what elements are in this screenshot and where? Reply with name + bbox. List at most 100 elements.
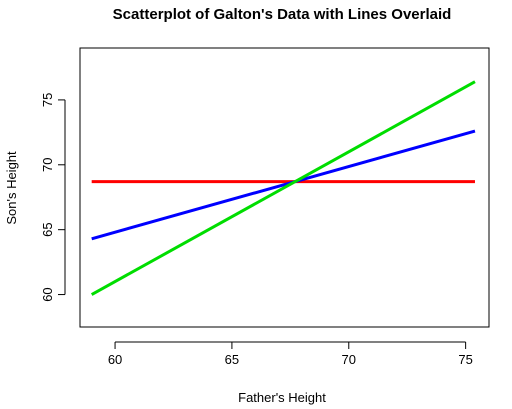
data-point [205,163,211,169]
data-point [217,231,223,237]
data-point [182,166,188,172]
data-point [346,129,352,135]
plot-area [79,47,490,328]
data-point [275,169,281,175]
data-point [287,241,293,247]
data-point [381,145,387,151]
data-point [287,210,293,216]
data-point [369,168,375,174]
data-point [287,149,293,155]
data-point [322,195,328,201]
data-point [311,86,317,92]
data-point [416,102,422,108]
data-point [462,93,468,99]
data-point [322,184,328,190]
data-point [264,167,270,173]
data-point [311,137,317,143]
data-point [322,118,328,124]
data-point [240,124,246,130]
data-point [88,242,94,248]
data-point [240,238,246,244]
data-point [240,126,246,132]
data-point [287,191,293,197]
data-point [275,159,281,165]
data-point [439,161,445,167]
data-point [357,200,363,206]
data-point [240,168,246,174]
data-point [287,188,293,194]
data-point [334,186,340,192]
data-point [194,183,200,189]
data-point [381,89,387,95]
data-point [299,145,305,151]
data-point [275,160,281,166]
data-point [264,209,270,215]
data-point [275,209,281,215]
data-point [275,202,281,208]
data-point [229,260,235,266]
data-point [416,128,422,134]
data-point [462,166,468,172]
data-point [182,220,188,226]
data-point [357,137,363,143]
data-point [299,116,305,122]
data-point [346,125,352,131]
data-point [229,201,235,207]
data-point [287,194,293,200]
data-point [299,127,305,133]
data-point [170,199,176,205]
data-point [381,160,387,166]
lines-layer [90,80,476,296]
data-point [275,130,281,136]
data-point [205,260,211,266]
data-point [299,206,305,212]
data-point [252,243,258,249]
data-point [159,244,165,250]
data-point [229,167,235,173]
data-point [299,153,305,159]
data-point [392,137,398,143]
data-point [322,197,328,203]
data-point [334,145,340,151]
data-point [346,198,352,204]
data-point [217,215,223,221]
data-point [311,197,317,203]
data-point [287,169,293,175]
data-point [229,203,235,209]
data-point [264,174,270,180]
data-point [369,145,375,151]
data-point [311,183,317,189]
data-point [299,169,305,175]
data-point [287,167,293,173]
data-point [264,217,270,223]
data-point [240,161,246,167]
data-point [322,111,328,117]
data-point [416,200,422,206]
data-point [311,209,317,215]
data-point [252,173,258,179]
data-point [311,158,317,164]
data-point [275,161,281,167]
overlay-line-2 [91,129,476,241]
data-point [357,113,363,119]
data-point [264,169,270,175]
data-point [322,229,328,235]
data-point [299,206,305,212]
data-point [392,215,398,221]
data-point [357,241,363,247]
data-point [404,162,410,168]
data-point [287,165,293,171]
x-tick-label: 70 [342,352,356,367]
data-point [159,167,165,173]
data-point [381,209,387,215]
data-point [369,207,375,213]
data-point [217,148,223,154]
data-point [252,194,258,200]
data-point [217,185,223,191]
data-point [205,169,211,175]
data-point [275,121,281,127]
data-point [205,182,211,188]
data-point [334,141,340,147]
data-point [427,112,433,118]
data-point [357,121,363,127]
